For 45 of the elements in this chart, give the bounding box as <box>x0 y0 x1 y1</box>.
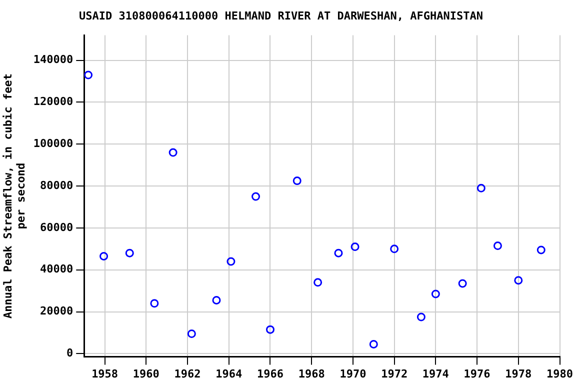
point <box>125 248 134 258</box>
point <box>84 70 93 80</box>
point <box>458 279 467 288</box>
point <box>100 252 108 260</box>
y-tick-label: 120000 <box>33 95 74 108</box>
x-tick-label: 1972 <box>381 367 408 380</box>
point <box>334 248 343 258</box>
point <box>493 242 502 250</box>
point <box>212 296 221 304</box>
y-tick-label: 80000 <box>40 178 74 192</box>
x-tick-label: 1966 <box>256 367 284 380</box>
point <box>431 290 440 298</box>
point <box>416 312 426 322</box>
point <box>514 276 523 285</box>
y-tick-label: 40000 <box>40 262 74 276</box>
point <box>292 176 302 186</box>
point <box>252 192 260 201</box>
x-tick-label: 1960 <box>132 367 160 380</box>
y-axis-title: Annual Peak Streamflow, in cubic feet per second <box>1 73 28 319</box>
x-tick-label: 1978 <box>505 367 532 380</box>
point <box>350 242 360 252</box>
x-tick-label: 1970 <box>340 367 366 380</box>
chart-title: USAID 310800064110000 HELMAND RIVER AT DARWESHAN, AFGHANISTAN <box>79 9 483 22</box>
point <box>476 184 486 192</box>
point <box>226 257 236 266</box>
y-tick-label: 140000 <box>33 53 74 66</box>
x-tick-label: 1964 <box>216 367 243 380</box>
x-tick-label: 1962 <box>174 367 201 380</box>
x-tick-label: 1974 <box>422 367 450 380</box>
point <box>168 148 178 157</box>
point <box>187 330 196 338</box>
x-tick-label: 1958 <box>92 367 118 380</box>
x-tick-label: 1976 <box>464 367 491 380</box>
y-tick-label: 20000 <box>40 304 74 318</box>
point <box>314 278 322 287</box>
x-tick-label: 1980 <box>546 367 574 380</box>
point <box>536 246 546 254</box>
point <box>369 340 378 348</box>
point <box>390 244 399 254</box>
y-tick-label: 60000 <box>40 220 74 234</box>
x-tick-label: 1968 <box>298 367 325 380</box>
point <box>266 325 274 334</box>
point <box>150 299 159 308</box>
y-tick-label: 0 <box>66 346 74 360</box>
y-tick-label: 100000 <box>33 137 74 150</box>
